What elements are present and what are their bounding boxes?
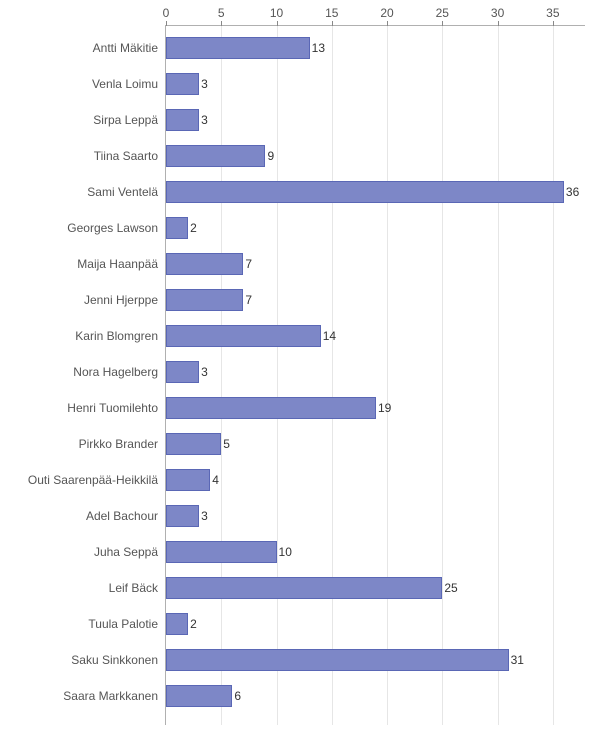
category-label: Henri Tuomilehto — [67, 401, 166, 415]
bar-row: Henri Tuomilehto19 — [166, 390, 585, 426]
x-tick-label: 5 — [218, 6, 225, 20]
x-tick-label: 20 — [380, 6, 393, 20]
bar — [166, 685, 232, 707]
value-label: 3 — [199, 509, 208, 523]
value-label: 5 — [221, 437, 230, 451]
bar-row: Antti Mäkitie13 — [166, 30, 585, 66]
x-tick-label: 35 — [546, 6, 559, 20]
bar — [166, 361, 199, 383]
category-label: Sirpa Leppä — [93, 113, 166, 127]
bar — [166, 181, 564, 203]
bar — [166, 433, 221, 455]
value-label: 7 — [243, 293, 252, 307]
bar — [166, 541, 277, 563]
bar-row: Maija Haanpää7 — [166, 246, 585, 282]
category-label: Venla Loimu — [92, 77, 166, 91]
value-label: 36 — [564, 185, 579, 199]
bar — [166, 289, 243, 311]
bar-row: Outi Saarenpää-Heikkilä4 — [166, 462, 585, 498]
category-label: Antti Mäkitie — [93, 41, 166, 55]
x-tick-label: 15 — [325, 6, 338, 20]
value-label: 19 — [376, 401, 391, 415]
value-label: 10 — [277, 545, 292, 559]
value-label: 3 — [199, 113, 208, 127]
category-label: Tiina Saarto — [94, 149, 166, 163]
value-label: 3 — [199, 77, 208, 91]
bar-row: Juha Seppä10 — [166, 534, 585, 570]
bar — [166, 397, 376, 419]
bar — [166, 109, 199, 131]
x-tick-mark — [332, 21, 333, 26]
bar-row: Georges Lawson2 — [166, 210, 585, 246]
bar — [166, 73, 199, 95]
bar — [166, 649, 509, 671]
category-label: Pirkko Brander — [79, 437, 166, 451]
x-tick-mark — [498, 21, 499, 26]
category-label: Saara Markkanen — [63, 689, 166, 703]
category-label: Saku Sinkkonen — [71, 653, 166, 667]
category-label: Georges Lawson — [67, 221, 166, 235]
x-tick-mark — [221, 21, 222, 26]
value-label: 9 — [265, 149, 274, 163]
x-tick-label: 0 — [163, 6, 170, 20]
category-label: Juha Seppä — [94, 545, 166, 559]
bar-row: Leif Bäck25 — [166, 570, 585, 606]
category-label: Adel Bachour — [86, 509, 166, 523]
bar — [166, 37, 310, 59]
x-tick-mark — [442, 21, 443, 26]
bar-row: Sirpa Leppä3 — [166, 102, 585, 138]
value-label: 6 — [232, 689, 241, 703]
bar — [166, 145, 265, 167]
x-tick-mark — [553, 21, 554, 26]
category-label: Leif Bäck — [109, 581, 166, 595]
category-label: Maija Haanpää — [77, 257, 166, 271]
bar-row: Jenni Hjerppe7 — [166, 282, 585, 318]
x-tick-label: 30 — [491, 6, 504, 20]
bar-row: Nora Hagelberg3 — [166, 354, 585, 390]
bar-row: Adel Bachour3 — [166, 498, 585, 534]
bar-row: Venla Loimu3 — [166, 66, 585, 102]
category-label: Tuula Palotie — [88, 617, 166, 631]
category-label: Jenni Hjerppe — [84, 293, 166, 307]
x-tick-label: 25 — [436, 6, 449, 20]
value-label: 3 — [199, 365, 208, 379]
value-label: 2 — [188, 221, 197, 235]
bar-row: Karin Blomgren14 — [166, 318, 585, 354]
bar — [166, 577, 442, 599]
bar — [166, 217, 188, 239]
category-label: Sami Ventelä — [87, 185, 166, 199]
plot-area: 05101520253035Antti Mäkitie13Venla Loimu… — [165, 25, 585, 725]
bar-row: Sami Ventelä36 — [166, 174, 585, 210]
bar — [166, 253, 243, 275]
bar-row: Tiina Saarto9 — [166, 138, 585, 174]
bar-row: Tuula Palotie2 — [166, 606, 585, 642]
x-tick-mark — [387, 21, 388, 26]
category-label: Karin Blomgren — [75, 329, 166, 343]
x-tick-label: 10 — [270, 6, 283, 20]
bar — [166, 325, 321, 347]
value-label: 31 — [509, 653, 524, 667]
bar — [166, 505, 199, 527]
value-label: 7 — [243, 257, 252, 271]
x-tick-mark — [277, 21, 278, 26]
bar — [166, 469, 210, 491]
value-label: 4 — [210, 473, 219, 487]
value-label: 25 — [442, 581, 457, 595]
bar-row: Pirkko Brander5 — [166, 426, 585, 462]
bar-row: Saku Sinkkonen31 — [166, 642, 585, 678]
value-label: 14 — [321, 329, 336, 343]
value-label: 13 — [310, 41, 325, 55]
bar — [166, 613, 188, 635]
bar-chart: 05101520253035Antti Mäkitie13Venla Loimu… — [0, 0, 600, 743]
category-label: Nora Hagelberg — [73, 365, 166, 379]
x-tick-mark — [166, 21, 167, 26]
category-label: Outi Saarenpää-Heikkilä — [28, 473, 166, 487]
value-label: 2 — [188, 617, 197, 631]
bar-row: Saara Markkanen6 — [166, 678, 585, 714]
